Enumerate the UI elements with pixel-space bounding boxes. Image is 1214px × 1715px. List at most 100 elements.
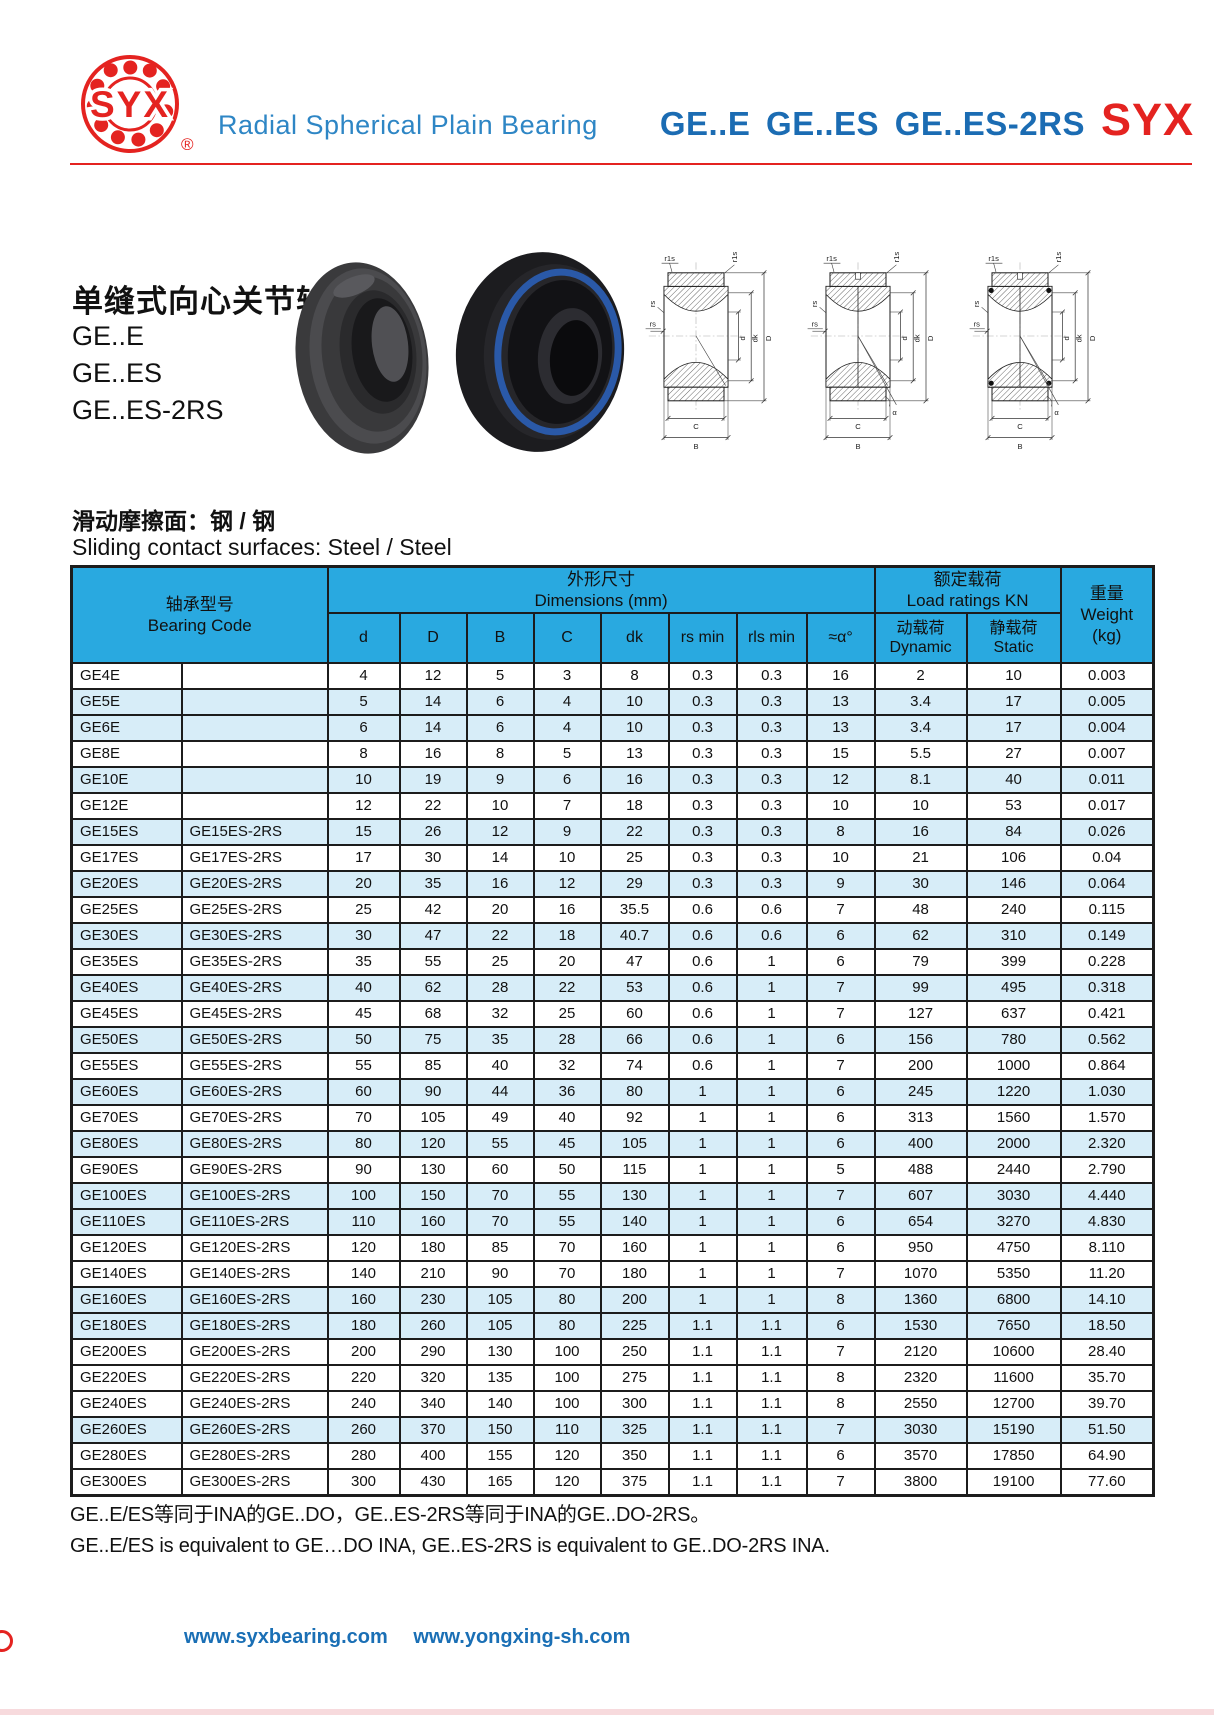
- value-cell: 16: [465, 869, 535, 898]
- value-cell: 260: [398, 1311, 468, 1340]
- value-cell: 11600: [965, 1363, 1062, 1392]
- bearing-code-cell: GE50ES-2RS: [180, 1025, 329, 1054]
- value-cell: 6: [805, 1207, 876, 1236]
- svg-text:C: C: [855, 422, 861, 431]
- value-cell: 0.04: [1059, 843, 1155, 872]
- value-cell: 7: [805, 973, 876, 1002]
- svg-text:C: C: [1017, 422, 1023, 431]
- col-bearing-code: 轴承型号 Bearing Code: [70, 565, 329, 664]
- bearing-code-cell: GE45ES: [70, 999, 183, 1028]
- value-cell: 313: [873, 1103, 968, 1132]
- value-cell: 106: [965, 843, 1062, 872]
- value-cell: 430: [398, 1467, 468, 1496]
- value-cell: 2550: [873, 1389, 968, 1418]
- col-dynamic: 动载荷 Dynamic: [873, 611, 968, 664]
- value-cell: 210: [398, 1259, 468, 1288]
- value-cell: 5.5: [873, 739, 968, 768]
- value-cell: 1.1: [735, 1363, 808, 1392]
- value-cell: 100: [326, 1181, 401, 1210]
- value-cell: 4.830: [1059, 1207, 1155, 1236]
- bearing-code-cell: [180, 791, 329, 820]
- value-cell: 10: [965, 661, 1062, 690]
- value-cell: 350: [599, 1441, 670, 1470]
- bearing-code-cell: GE4E: [70, 661, 183, 690]
- website-link-syxbearing[interactable]: www.syxbearing.com: [184, 1626, 388, 1648]
- value-cell: 16: [398, 739, 468, 768]
- col-rs-min: rs min: [667, 611, 738, 664]
- value-cell: 140: [326, 1259, 401, 1288]
- bearing-code-cell: GE110ES: [70, 1207, 183, 1236]
- table-row: GE50ES GE50ES-2RS 50 75 35 28 66 0.6 1 6 156 780 0.5…: [70, 1025, 1155, 1054]
- bearing-code-cell: GE90ES: [70, 1155, 183, 1184]
- value-cell: 6: [805, 1103, 876, 1132]
- bearing-code-cell: GE10E: [70, 765, 183, 794]
- value-cell: 29: [599, 869, 670, 898]
- value-cell: 0.6: [667, 895, 738, 924]
- value-cell: 77.60: [1059, 1467, 1155, 1496]
- col-C: C: [532, 611, 602, 664]
- value-cell: 27: [965, 739, 1062, 768]
- value-cell: 1: [667, 1259, 738, 1288]
- value-cell: 70: [465, 1207, 535, 1236]
- value-cell: 200: [599, 1285, 670, 1314]
- website-link-yongxing[interactable]: www.yongxing-sh.com: [413, 1626, 631, 1648]
- value-cell: 340: [398, 1389, 468, 1418]
- bearing-code-cell: GE300ES: [70, 1467, 183, 1496]
- value-cell: 15190: [965, 1415, 1062, 1444]
- header-title-group: GE..E GE..ES GE..ES-2RS SYX: [600, 94, 1194, 146]
- value-cell: 80: [599, 1077, 670, 1106]
- bearing-code-cell: GE140ES-2RS: [180, 1259, 329, 1288]
- bearing-code-cell: [180, 765, 329, 794]
- col-static-cn: 静载荷: [989, 619, 1038, 637]
- col-weight-cn: 重量: [1089, 584, 1124, 604]
- value-cell: 1.1: [735, 1337, 808, 1366]
- value-cell: 2.790: [1059, 1155, 1155, 1184]
- value-cell: 8: [805, 1285, 876, 1314]
- value-cell: 35.70: [1059, 1363, 1155, 1392]
- value-cell: 12: [532, 869, 602, 898]
- value-cell: 0.228: [1059, 947, 1155, 976]
- bearing-code-cell: GE50ES: [70, 1025, 183, 1054]
- value-cell: 0.026: [1059, 817, 1155, 846]
- value-cell: 5: [465, 661, 535, 690]
- value-cell: 30: [873, 869, 968, 898]
- value-cell: 0.3: [667, 765, 738, 794]
- value-cell: 150: [398, 1181, 468, 1210]
- value-cell: 105: [599, 1129, 670, 1158]
- value-cell: 200: [873, 1051, 968, 1080]
- svg-text:rs: rs: [974, 319, 981, 328]
- value-cell: 1.1: [667, 1467, 738, 1496]
- value-cell: 3030: [873, 1415, 968, 1444]
- col-alpha: ≈α°: [805, 611, 876, 664]
- value-cell: 3570: [873, 1441, 968, 1470]
- value-cell: 300: [599, 1389, 670, 1418]
- series-title: GE..E GE..ES GE..ES-2RS: [659, 105, 1085, 142]
- value-cell: 8.110: [1059, 1233, 1155, 1262]
- value-cell: 130: [465, 1337, 535, 1366]
- bearing-code-cell: GE45ES-2RS: [180, 999, 329, 1028]
- table-row: GE35ES GE35ES-2RS 35 55 25 20 47 0.6 1 6 79 399 0.22…: [70, 947, 1155, 976]
- value-cell: 370: [398, 1415, 468, 1444]
- value-cell: 0.3: [667, 687, 738, 716]
- col-static: 静载荷 Static: [965, 611, 1062, 664]
- value-cell: 140: [599, 1207, 670, 1236]
- value-cell: 156: [873, 1025, 968, 1054]
- value-cell: 6: [326, 713, 401, 742]
- value-cell: 10: [599, 713, 670, 742]
- value-cell: 9: [805, 869, 876, 898]
- value-cell: 160: [599, 1233, 670, 1262]
- svg-text:rs: rs: [648, 301, 657, 308]
- value-cell: 0.562: [1059, 1025, 1155, 1054]
- value-cell: 6: [532, 765, 602, 794]
- table-row: GE17ES GE17ES-2RS 17 30 14 10 25 0.3 0.3 10 21 106 0…: [70, 843, 1155, 872]
- value-cell: 26: [398, 817, 468, 846]
- bearing-code-cell: GE240ES: [70, 1389, 183, 1418]
- value-cell: 1: [667, 1233, 738, 1262]
- table-row: GE80ES GE80ES-2RS 80 120 55 45 105 1 1 6 400 2000 2.…: [70, 1129, 1155, 1158]
- value-cell: 1.1: [735, 1311, 808, 1340]
- value-cell: 230: [398, 1285, 468, 1314]
- svg-text:C: C: [693, 422, 699, 431]
- value-cell: 39.70: [1059, 1389, 1155, 1418]
- value-cell: 280: [326, 1441, 401, 1470]
- value-cell: 325: [599, 1415, 670, 1444]
